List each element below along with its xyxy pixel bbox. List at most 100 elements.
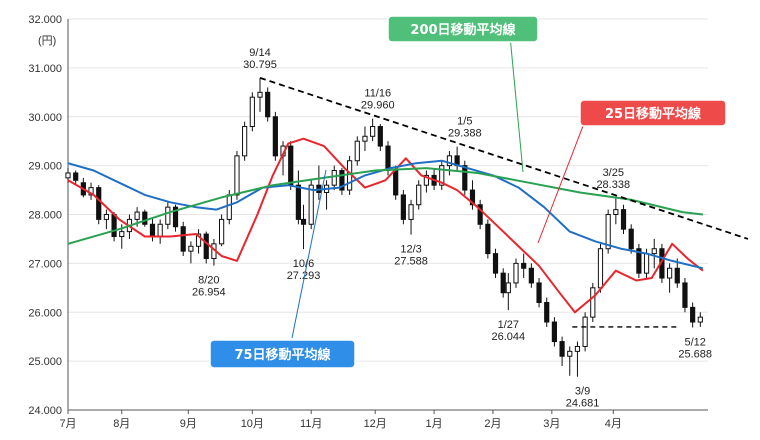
annotation-value: 29.960 — [361, 100, 395, 112]
candle — [651, 238, 657, 269]
annotation-value: 27.293 — [287, 270, 321, 282]
annotation-value: 30.795 — [243, 59, 277, 71]
candle — [142, 209, 148, 227]
legend-label: 75日移動平均線 — [234, 347, 331, 363]
candle-body — [690, 306, 696, 323]
candle — [690, 302, 696, 328]
candle — [674, 258, 680, 288]
x-tick-label: 10月 — [241, 418, 264, 430]
x-tick-label: 2月 — [484, 418, 501, 430]
candle — [513, 258, 519, 288]
moving-average-lines — [67, 137, 704, 314]
annotation: 10/627.293 — [287, 258, 321, 282]
candle-body — [492, 253, 499, 274]
candle-body — [370, 126, 376, 137]
annotation-date: 3/9 — [575, 386, 590, 398]
candle — [590, 282, 596, 323]
candle — [521, 253, 527, 279]
annotation-date: 1/5 — [457, 116, 472, 128]
candle-body — [308, 184, 314, 225]
candle-body — [605, 214, 611, 250]
annotation-date: 3/25 — [603, 167, 624, 179]
candle — [439, 160, 445, 191]
candle-body — [590, 287, 596, 318]
candle-body — [339, 170, 345, 191]
candle-body — [505, 282, 511, 294]
candle-body — [408, 204, 414, 220]
annotation-value: 24.681 — [566, 398, 600, 410]
annotation-value: 28.338 — [596, 179, 630, 191]
candle-body — [477, 204, 483, 225]
candle-body — [500, 272, 506, 294]
candle-body — [544, 301, 550, 323]
candle — [377, 124, 383, 151]
legend-label: 25日移動平均線 — [605, 106, 702, 122]
candle-body — [103, 214, 110, 220]
candle-body — [165, 206, 171, 225]
candle-body — [142, 211, 148, 225]
annotation-date: 10/6 — [293, 258, 314, 270]
x-tick-label: 12月 — [364, 418, 387, 430]
candle-body — [203, 233, 209, 259]
x-tick-label: 3月 — [543, 418, 560, 430]
candle — [370, 118, 376, 142]
candle — [697, 312, 703, 327]
candle — [400, 190, 406, 225]
candle — [620, 204, 627, 235]
annotation-date: 12/3 — [400, 244, 421, 256]
candle-body — [257, 91, 263, 98]
annotation-date: 8/20 — [198, 275, 219, 287]
candle-body — [462, 165, 468, 191]
candle — [567, 346, 573, 376]
candle-body — [300, 218, 307, 225]
candle-body — [172, 206, 179, 228]
y-unit-label: (円) — [38, 35, 56, 47]
candle — [219, 214, 225, 247]
candle-body — [551, 321, 557, 343]
annotation-date: 1/27 — [498, 319, 519, 331]
candle-body — [272, 116, 278, 157]
candle-body — [393, 170, 399, 196]
candle-body — [249, 96, 255, 128]
candle — [500, 268, 506, 298]
candle — [559, 336, 565, 367]
candle-body — [377, 126, 383, 147]
y-tick-labels: 24.000 25.000 26.000 27.000 28.000 29.000 30.0… — [28, 14, 62, 417]
candle — [172, 204, 179, 232]
ma200-legend: 200日移動平均線 — [387, 15, 539, 43]
candle-body — [362, 135, 368, 142]
candle — [203, 231, 209, 264]
y-tick-label: 28.000 — [28, 210, 62, 222]
x-tick-label: 1月 — [426, 418, 443, 430]
candle — [188, 241, 194, 264]
candle-body — [226, 194, 232, 220]
annotation-value: 26.044 — [491, 331, 525, 343]
annotation: 1/529.388 — [448, 116, 482, 140]
annotation-value: 26.954 — [192, 287, 226, 299]
candle — [597, 243, 604, 293]
y-tick-label: 31.000 — [28, 63, 62, 75]
candle-body — [234, 155, 240, 196]
candle — [73, 170, 79, 186]
annotation-date: 5/12 — [684, 336, 705, 348]
candle — [454, 146, 460, 171]
candle — [88, 182, 94, 200]
annotation-date: 11/16 — [364, 88, 391, 100]
ma200-line — [67, 167, 704, 245]
legend-box — [209, 339, 356, 369]
candle — [300, 204, 307, 250]
candle — [265, 87, 271, 122]
candle-body — [667, 267, 673, 279]
candle-body — [180, 226, 186, 252]
candle-body — [620, 209, 627, 230]
candle-body — [613, 209, 619, 216]
candle-body — [636, 248, 642, 274]
candle-body — [446, 155, 453, 167]
candle-body — [582, 316, 588, 347]
candle — [103, 209, 110, 230]
